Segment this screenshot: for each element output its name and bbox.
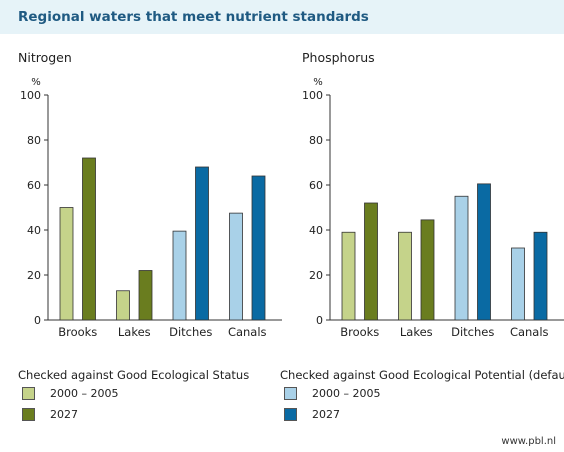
nitrogen-chart: 0 20 40 60 80 100% Brooks Lakes Ditches Canals xyxy=(20,77,282,339)
bar xyxy=(138,270,153,321)
x-tick-label: Canals xyxy=(228,325,267,339)
x-tick-label: Lakes xyxy=(400,325,433,339)
bar xyxy=(82,157,96,321)
source-url: www.pbl.nl xyxy=(501,436,556,447)
bar xyxy=(195,166,209,321)
phosphorus-chart: 0 20 40 60 80 100% Brooks Lakes Ditches Canals xyxy=(302,77,564,339)
y-tick-label: 60 xyxy=(309,179,323,192)
legend-swatch-status-2000 xyxy=(22,387,35,400)
y-tick-label: 80 xyxy=(309,134,323,147)
legend-status-heading: Checked against Good Ecological Status xyxy=(18,368,250,382)
y-tick-label: 60 xyxy=(27,179,41,192)
bar xyxy=(454,195,469,321)
y-tick-label: 40 xyxy=(27,224,41,237)
legend-label: 2000 – 2005 xyxy=(50,387,119,400)
x-tick-label: Lakes xyxy=(118,325,151,339)
y-tick-label: 40 xyxy=(309,224,323,237)
bar xyxy=(511,247,525,321)
y-tick-label: 20 xyxy=(309,269,323,282)
legend-label: 2000 – 2005 xyxy=(312,387,381,400)
legend-swatch-potential-2000 xyxy=(284,387,297,400)
legend-swatch-status-2027 xyxy=(22,408,35,421)
phosphorus-panel-title: Phosphorus xyxy=(302,50,375,65)
x-tick-label: Ditches xyxy=(451,325,494,339)
x-tick-label: Canals xyxy=(510,325,549,339)
page-title: Regional waters that meet nutrient stand… xyxy=(18,9,369,25)
bar xyxy=(229,212,243,321)
y-tick-label: 100 xyxy=(20,89,41,102)
y-tick-label: 0 xyxy=(316,314,323,327)
y-axis-label: % xyxy=(31,77,41,88)
bar xyxy=(533,231,548,321)
legend-label: 2027 xyxy=(50,408,78,421)
title-bar: Regional waters that meet nutrient stand… xyxy=(0,0,564,34)
y-axis-label: % xyxy=(313,77,323,88)
bar xyxy=(477,183,491,321)
legend-label: 2027 xyxy=(312,408,340,421)
x-tick-label: Brooks xyxy=(58,325,97,339)
y-tick-label: 80 xyxy=(27,134,41,147)
x-tick-label: Ditches xyxy=(169,325,212,339)
bar xyxy=(116,290,130,321)
y-tick-label: 0 xyxy=(34,314,41,327)
bar xyxy=(59,207,74,321)
legend-swatch-potential-2027 xyxy=(284,408,297,421)
y-tick-label: 20 xyxy=(27,269,41,282)
bar xyxy=(398,231,412,321)
x-tick-label: Brooks xyxy=(340,325,379,339)
bar xyxy=(172,230,187,321)
bar xyxy=(420,219,435,321)
legend-potential-heading: Checked against Good Ecological Potentia… xyxy=(280,368,564,382)
nitrogen-panel-title: Nitrogen xyxy=(18,50,72,65)
bar xyxy=(364,202,378,321)
bar xyxy=(341,231,356,321)
bar xyxy=(251,175,266,321)
y-tick-label: 100 xyxy=(302,89,323,102)
